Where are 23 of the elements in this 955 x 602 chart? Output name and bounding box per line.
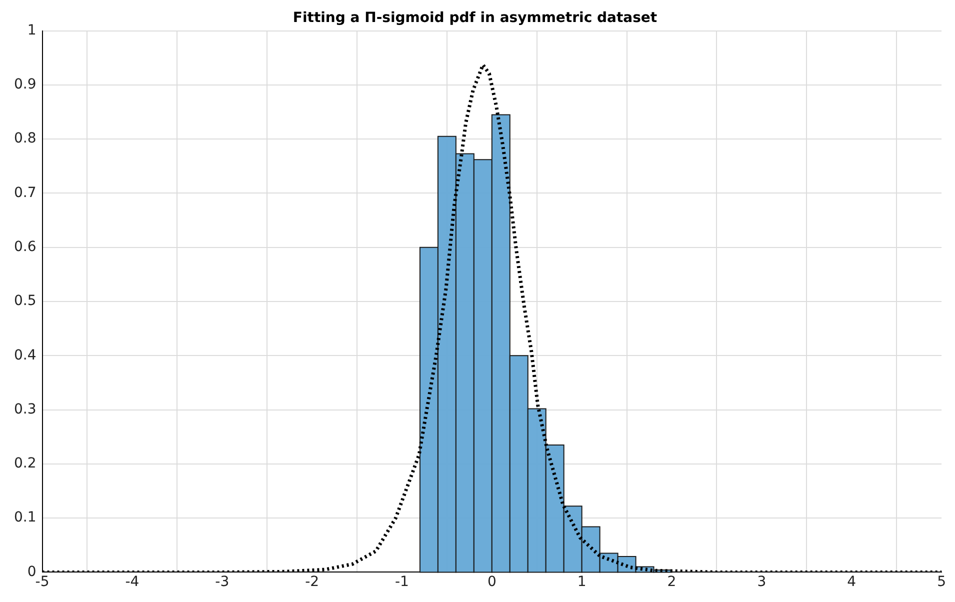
- y-tick-label: 0.1: [14, 510, 36, 526]
- x-tick-label: 2: [667, 574, 676, 590]
- y-tick-label: 0.8: [14, 130, 36, 147]
- x-tick-label: 0: [487, 574, 496, 590]
- y-tick-label: 0.6: [14, 239, 36, 255]
- y-tick-label: 0.5: [14, 293, 36, 310]
- x-tick-label: -1: [394, 574, 409, 590]
- x-tick-label: -4: [125, 574, 140, 590]
- y-tick-label: 1: [27, 22, 36, 38]
- x-tick-label: -3: [215, 574, 230, 590]
- x-tick-label: 5: [937, 574, 946, 590]
- chart-title: Fitting a Π-sigmoid pdf in asymmetric dataset: [292, 10, 658, 26]
- x-tick-label: -5: [35, 574, 50, 590]
- y-tick-label: 0.3: [14, 401, 36, 418]
- x-tick-label: -2: [305, 574, 320, 590]
- x-tick-label: 4: [847, 574, 856, 590]
- y-tick-label: 0.9: [14, 76, 36, 93]
- x-tick-label: 3: [757, 574, 766, 590]
- y-tick-label: 0.7: [14, 184, 36, 201]
- y-tick-label: 0: [27, 564, 36, 580]
- y-tick-label: 0.4: [14, 347, 36, 364]
- x-tick-label: 1: [577, 574, 586, 590]
- y-tick-label: 0.2: [14, 456, 36, 472]
